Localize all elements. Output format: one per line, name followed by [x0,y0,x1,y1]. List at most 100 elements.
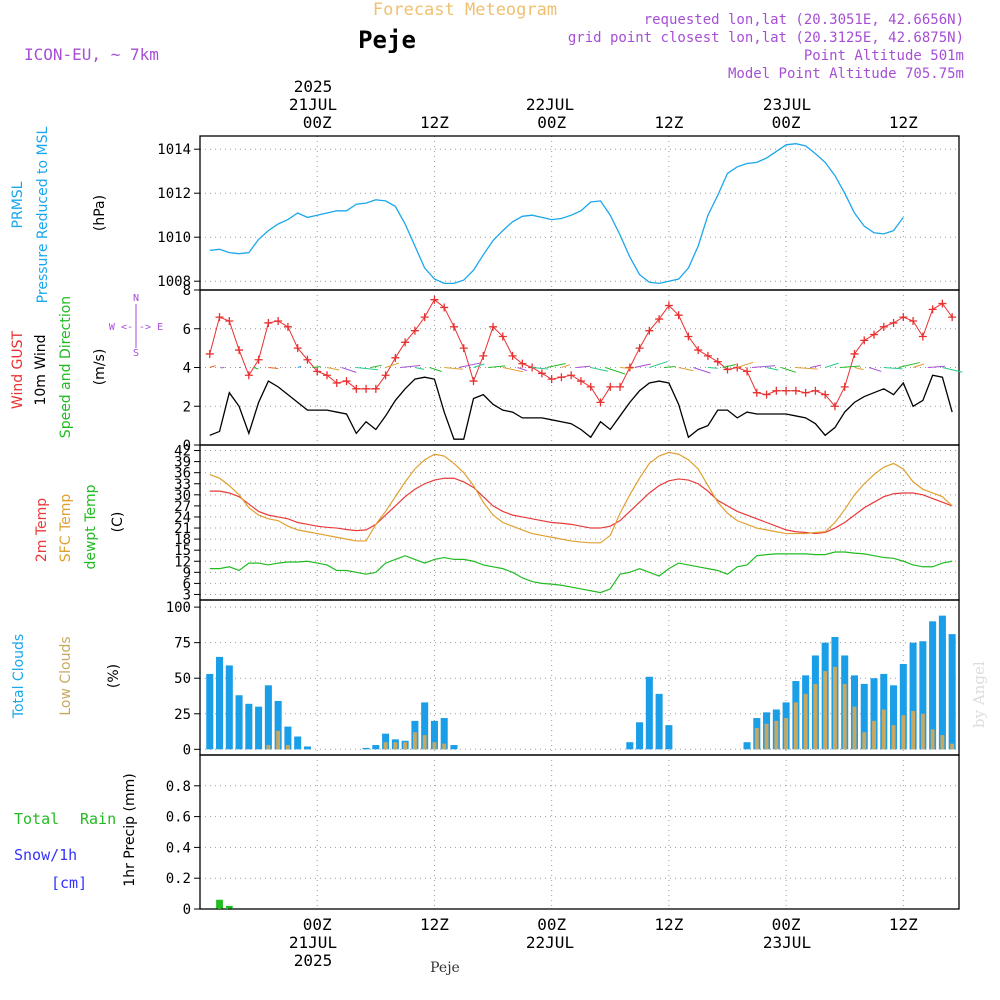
wind-arrow [268,367,279,370]
total-cloud-bar [860,683,868,750]
gust-marker [821,390,830,399]
low-cloud-bar [920,713,925,750]
total-cloud-bar [919,641,927,750]
ytick-label: 30 [174,488,191,504]
low-cloud-bar [940,735,945,750]
gust-marker [899,313,908,322]
label-total-clouds: Total Clouds [11,634,27,719]
wind-arrow [707,367,718,369]
gust-marker [518,359,527,368]
ytick-label: 25 [174,707,191,723]
wind-arrow [942,367,963,373]
rain-bar [225,905,233,909]
ytick-label: 24 [174,510,191,526]
gust-marker [508,351,517,360]
wind-arrow [356,367,378,371]
total-cloud-bar [909,642,917,750]
bottom-date-1: 21JUL [289,933,337,952]
gust-marker [694,346,703,355]
wind-arrow [605,367,626,375]
rain-bar [216,899,223,909]
gust-marker [909,317,918,325]
panel-2: 0 2 4 6 8 [183,283,963,454]
super-title: Forecast Meteogram [373,0,557,20]
gust-marker [205,349,214,358]
low-cloud-bar [393,742,398,750]
total-cloud-bar [636,722,644,750]
gust-marker [420,313,429,322]
ytick-label: 12 [174,554,191,570]
gust-marker [225,317,234,325]
gust-marker [459,344,468,353]
gust-marker [830,402,839,411]
gust-marker [352,384,361,393]
gust-marker [244,371,253,380]
total-cloud-bar [206,673,214,750]
wind-arrow [883,367,903,370]
gust-marker [479,351,488,360]
total-cloud-bar [440,718,448,750]
top-year: 2025 [294,77,333,96]
low-cloud-bar [422,735,427,750]
gust-marker [576,377,585,386]
gust-marker [254,355,263,364]
low-cloud-bar [784,718,789,750]
wind-arrow [781,367,797,373]
wind-arrow [737,361,754,368]
wind-arrow [370,364,382,368]
gust-marker [293,344,302,353]
gust-marker [850,349,859,358]
wind-arrow [341,367,357,373]
top-tick-label: 00Z [772,113,801,132]
label-rain: Rain [80,810,116,828]
wind-arrow [517,367,528,372]
wind-arrow [898,362,920,368]
ytick-label: 0 [183,902,191,918]
low-cloud-bar [754,727,759,750]
total-cloud-bar [948,634,956,750]
label-ms: (m/s) [92,349,108,386]
gust-marker [772,386,781,395]
gust-marker [440,303,449,312]
low-cloud-bar [266,745,271,750]
low-cloud-bar [442,743,447,750]
low-cloud-bar [383,742,388,750]
wind-arrow [253,367,259,370]
total-cloud-bar [294,736,302,750]
panel-frame [199,135,960,291]
label-total-rain: Total [14,810,59,828]
ytick-label: 36 [174,466,191,482]
ytick-label: 0.2 [166,871,191,887]
gust-marker [655,315,664,324]
wind-arrow [444,367,463,370]
ytick-label: 1012 [157,186,191,202]
wind-arrow [825,362,839,368]
gust-marker [791,386,800,395]
ytick-label: 2 [183,399,191,415]
wind-arrow [927,365,946,368]
grid-point-coords: grid point closest lon,lat (20.3125E, 42… [568,30,964,46]
low-cloud-bar [901,715,906,750]
panel-frame [199,754,960,910]
low-cloud-bar [813,683,818,750]
low-cloud-bar [950,743,955,750]
panel-4: 0 25 50 75 100 [166,599,960,758]
gust-marker [635,344,644,353]
total-cloud-bar [665,725,673,750]
ytick-label: 1008 [157,274,191,290]
gust-marker [674,311,683,320]
label-percent: (%) [106,664,122,688]
total-cloud-bar [255,706,263,750]
wind-arrow [326,367,340,371]
gust-marker [547,375,556,384]
gust-marker [645,326,654,335]
total-cloud-bar [225,665,233,750]
total-cloud-bar [645,676,653,750]
gust-marker [703,351,712,360]
ytick-label: 75 [174,636,191,652]
gust-marker [371,384,380,393]
total-cloud-bar [362,747,370,750]
wind-arrow [561,364,570,368]
wind-arrow [619,367,633,370]
